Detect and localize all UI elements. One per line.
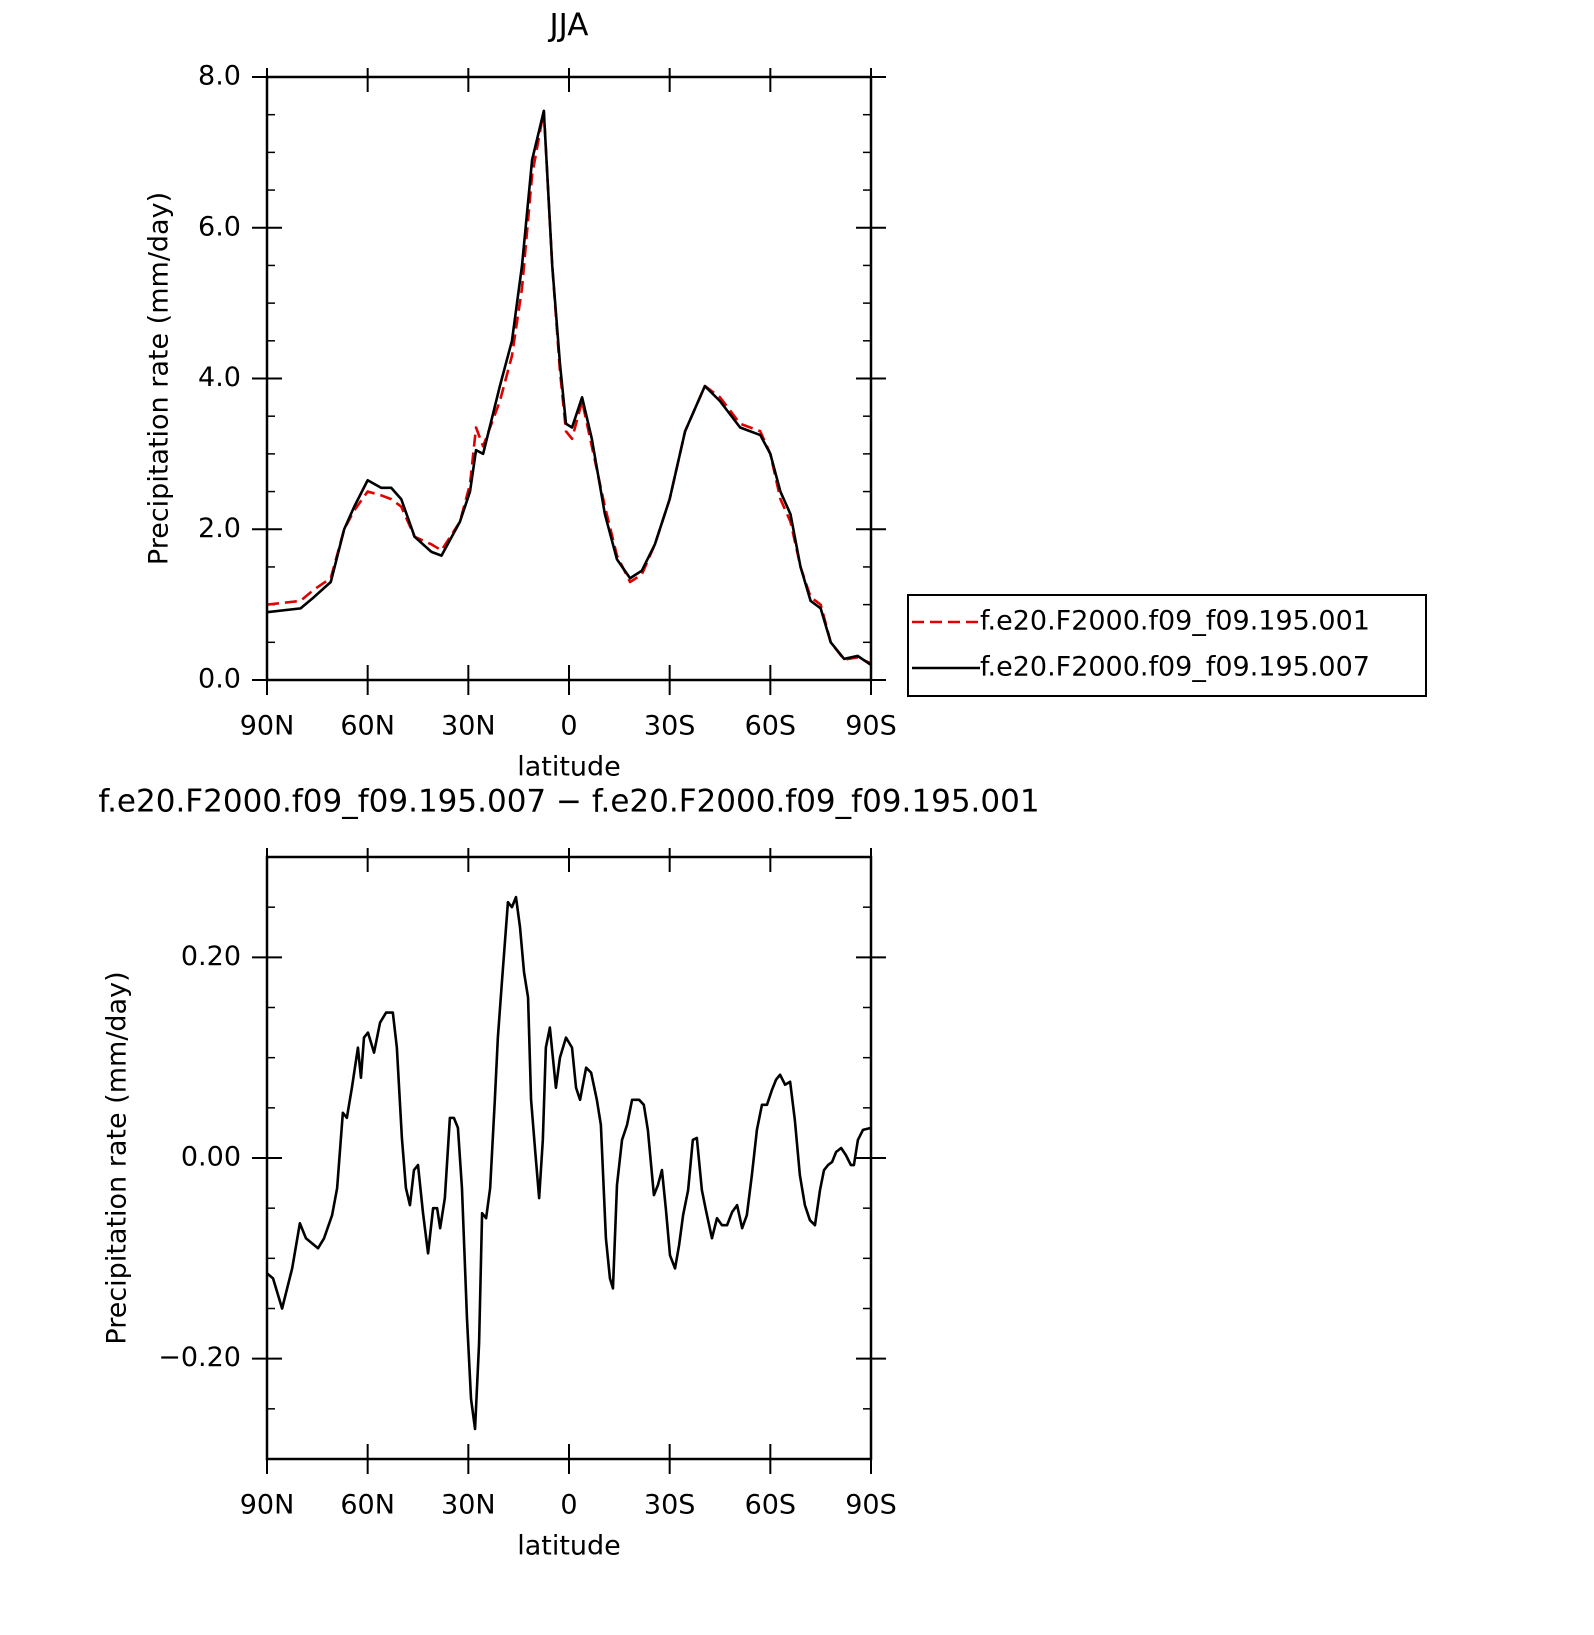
y-tick-label: 2.0 — [198, 513, 241, 544]
x-tick-label: 90N — [240, 711, 295, 742]
y-tick-label: 0.0 — [198, 664, 241, 695]
chart-title: JJA — [548, 8, 589, 44]
y-tick-label: 8.0 — [198, 61, 241, 92]
x-tick-label: 60S — [745, 1490, 797, 1521]
y-tick-label: −0.20 — [158, 1342, 241, 1373]
plot-frame — [265, 75, 873, 682]
x-axis-label: latitude — [517, 1531, 621, 1562]
data-line — [266, 895, 872, 1431]
y-tick-label: 0.20 — [181, 941, 241, 972]
y-tick-label: 4.0 — [198, 362, 241, 393]
x-tick-label: 90S — [845, 711, 897, 742]
x-tick-label: 30N — [441, 711, 496, 742]
legend-box — [907, 594, 1427, 697]
plot-frame — [265, 855, 873, 1461]
x-tick-label: 30S — [644, 711, 696, 742]
y-tick-label: 0.00 — [181, 1142, 241, 1173]
x-tick-label: 60N — [340, 711, 395, 742]
y-axis-label: Precipitation rate (mm/day) — [102, 971, 133, 1344]
legend-label: f.e20.F2000.f09_f09.195.001 — [980, 606, 1370, 637]
x-tick-label: 60S — [745, 711, 797, 742]
chart-title: f.e20.F2000.f09_f09.195.007 − f.e20.F200… — [98, 784, 1039, 820]
y-tick-label: 6.0 — [198, 211, 241, 242]
data-line — [266, 109, 872, 666]
x-tick-label: 90N — [240, 1490, 295, 1521]
x-tick-label: 0 — [560, 1490, 577, 1521]
x-axis-label: latitude — [517, 752, 621, 783]
x-tick-label: 30N — [441, 1490, 496, 1521]
x-tick-label: 0 — [560, 711, 577, 742]
data-line — [266, 109, 872, 665]
y-axis-label: Precipitation rate (mm/day) — [144, 192, 175, 565]
x-tick-label: 90S — [845, 1490, 897, 1521]
x-tick-label: 60N — [340, 1490, 395, 1521]
x-tick-label: 30S — [644, 1490, 696, 1521]
legend-label: f.e20.F2000.f09_f09.195.007 — [980, 652, 1370, 683]
